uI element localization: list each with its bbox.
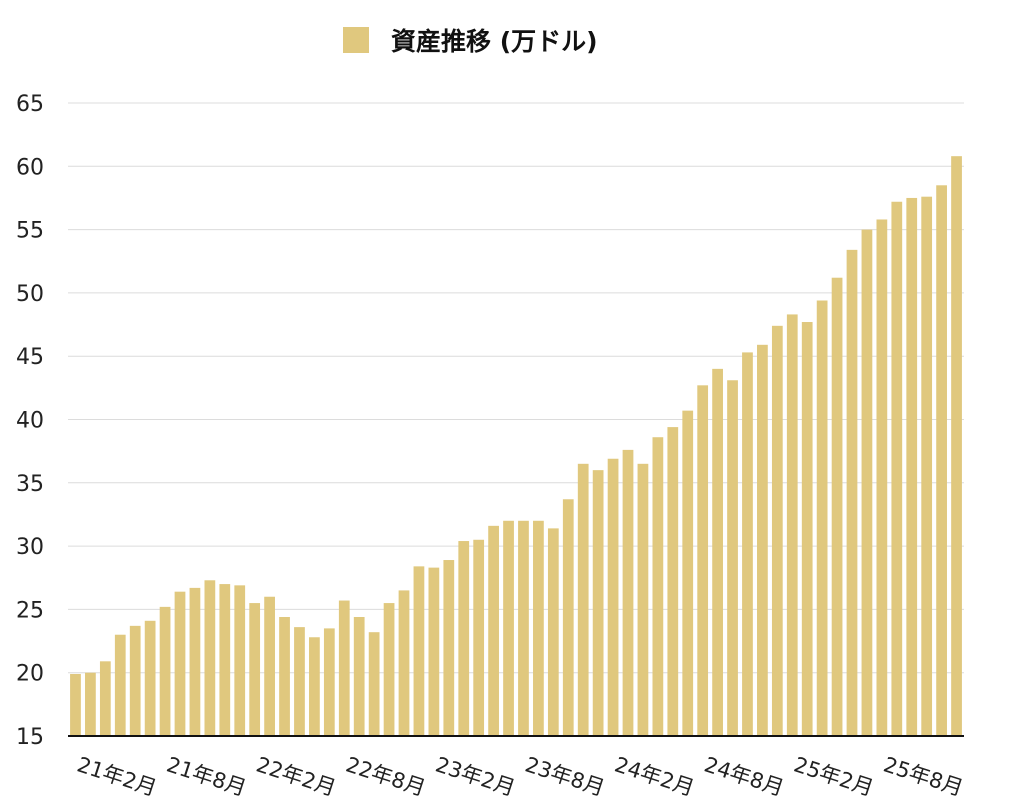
bar [891,201,903,737]
bar [861,229,873,736]
y-tick-label: 45 [16,345,44,370]
y-tick-label: 65 [16,92,44,117]
bar [114,634,126,736]
y-tick-label: 15 [16,725,44,750]
bar [413,566,425,736]
bar [174,591,186,736]
bar [697,385,709,736]
bar [309,637,320,736]
legend-swatch [343,27,369,53]
y-tick-label: 50 [16,282,44,307]
bar [249,603,261,736]
bar [323,628,335,736]
y-tick-label: 60 [16,155,44,180]
bar [264,596,275,736]
bar [771,325,783,736]
bar [279,616,290,736]
y-tick-label: 40 [16,409,44,434]
x-tick-label: 22年2月 [253,752,338,800]
y-tick-label: 25 [16,598,44,623]
bar [99,661,111,736]
bar [458,541,470,736]
bar [547,528,559,736]
bar [712,368,723,736]
bar [786,314,798,736]
x-tick-label: 24年8月 [701,752,786,800]
bar [951,156,962,736]
bar [757,344,768,736]
bar [801,322,813,736]
bar [652,437,664,736]
bar [562,499,574,736]
bar [816,300,828,736]
bar [368,632,380,736]
bar [338,600,350,736]
x-tick-label: 25年8月 [881,752,966,800]
bar [607,458,619,736]
bar [727,380,738,736]
x-tick-label: 23年8月 [522,752,607,800]
bar [846,249,858,736]
y-tick-label: 20 [16,662,44,687]
bar [219,584,231,736]
bar [353,616,365,736]
bar [577,463,589,736]
x-tick-label: 21年2月 [74,752,159,800]
legend-label: 資産推移 (万ドル) [391,27,598,56]
bar [488,525,499,736]
bar [144,620,156,736]
bar [622,449,634,736]
bar [294,627,305,736]
bar [876,219,888,737]
bar [831,277,843,736]
bar [518,520,529,736]
x-tick-label: 25年2月 [791,752,876,800]
bar [503,520,514,736]
bar [667,427,679,736]
bar [70,673,81,736]
y-tick-label: 35 [16,472,44,497]
bar [159,606,171,736]
bar [383,603,395,736]
y-tick-label: 30 [16,535,44,560]
x-tick-label: 23年2月 [433,752,518,800]
bar [473,539,485,736]
bar [936,185,947,737]
bar [742,352,753,736]
bar [428,567,440,736]
bar [234,585,246,736]
x-tick-label: 22年8月 [343,752,428,800]
bar [592,470,604,736]
bar [443,560,455,736]
x-tick-label: 21年8月 [164,752,249,800]
bar [85,672,96,736]
bar [189,587,201,736]
bar [204,580,216,736]
y-tick-label: 55 [16,219,44,244]
bar [398,590,410,736]
x-tick-label: 24年2月 [612,752,697,800]
bar [921,196,933,736]
bar [682,410,694,736]
bar [533,520,544,736]
bar [906,197,918,736]
bar [129,625,141,736]
bar [637,463,649,736]
